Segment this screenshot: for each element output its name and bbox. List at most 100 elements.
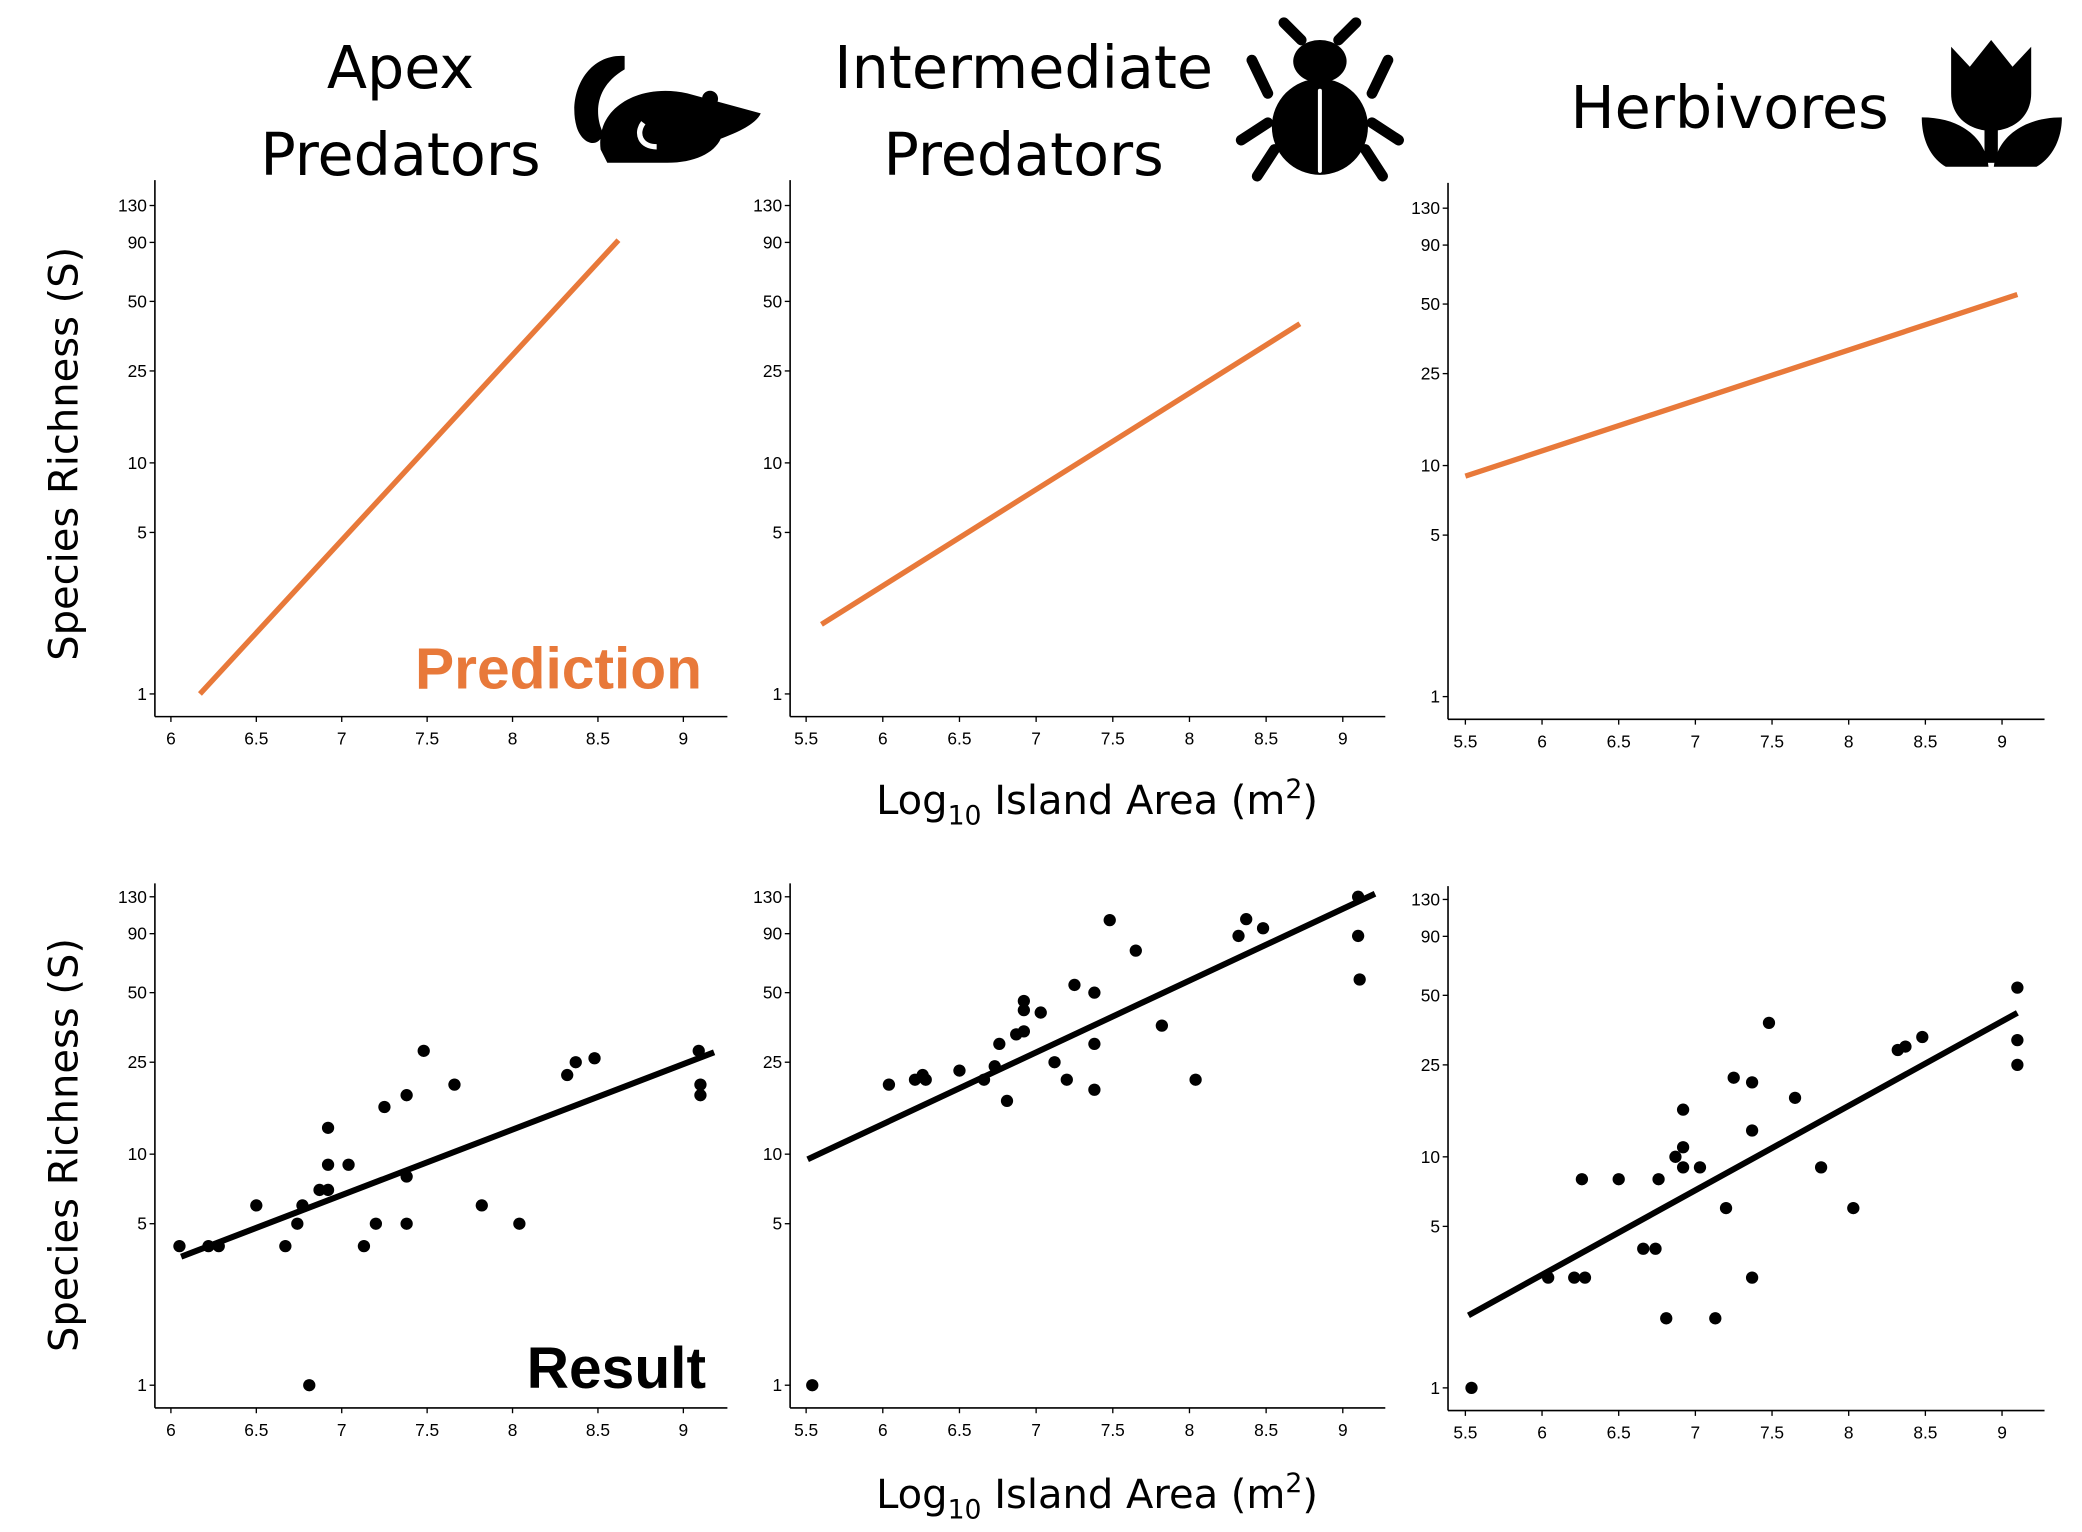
regression-line xyxy=(1466,1010,2019,1318)
data-point xyxy=(1652,1173,1665,1186)
data-point xyxy=(882,1078,896,1091)
y-axis-label-bottom: Species Richness (S) xyxy=(41,938,87,1352)
y-tick-label: 50 xyxy=(763,291,782,311)
x-tick-label: 8.5 xyxy=(1254,729,1278,749)
data-point xyxy=(993,1037,1006,1051)
x-tick-label: 9 xyxy=(679,1420,689,1440)
y-tick-label: 50 xyxy=(128,983,147,1003)
y-tick-label: 130 xyxy=(753,196,782,216)
y-tick-label: 90 xyxy=(763,232,782,252)
x-tick-label: 9 xyxy=(679,729,689,749)
data-point xyxy=(1745,1124,1759,1137)
data-point xyxy=(1814,1161,1828,1174)
data-point xyxy=(977,1073,991,1086)
x-tick-label: 9 xyxy=(1338,1420,1348,1440)
data-point xyxy=(313,1183,326,1197)
x-tick-label: 5.5 xyxy=(1453,1423,1477,1443)
data-point xyxy=(1676,1103,1690,1116)
y-tick-label: 10 xyxy=(128,453,147,473)
data-point xyxy=(588,1052,601,1065)
data-point xyxy=(1676,1161,1690,1174)
data-point xyxy=(1916,1030,1929,1044)
x-tick-label: 6 xyxy=(166,1420,176,1440)
x-tick-label: 6 xyxy=(166,729,176,749)
x-tick-label: 6 xyxy=(878,1420,888,1440)
x-tick-label: 5.5 xyxy=(794,729,818,749)
data-point xyxy=(1103,914,1116,927)
data-point xyxy=(953,1064,966,1077)
x-tick-label: 8.5 xyxy=(586,729,610,749)
regression-line xyxy=(806,891,1377,1163)
x-tick-label: 7.5 xyxy=(1101,1420,1125,1440)
y-tick-label: 10 xyxy=(128,1144,147,1164)
data-point xyxy=(1709,1312,1722,1325)
title-apex-line2: Predators xyxy=(260,121,540,189)
y-tick-label: 90 xyxy=(1421,235,1440,255)
x-tick-label: 7 xyxy=(1691,731,1701,751)
data-point xyxy=(1660,1312,1673,1325)
y-tick-label: 25 xyxy=(763,361,782,381)
x-tick-label: 8 xyxy=(1185,1420,1195,1440)
data-point xyxy=(2011,1058,2024,1072)
y-tick-label: 1 xyxy=(137,684,147,704)
data-point xyxy=(1649,1242,1662,1255)
data-point xyxy=(1669,1150,1682,1163)
panel-5: 1 5 10 25 50 90 130 5.5 6 6.5 7 7.5 8 8.5 9 xyxy=(753,883,1386,1440)
x-tick-label: 6.5 xyxy=(244,1420,268,1440)
data-point xyxy=(1745,1271,1759,1284)
data-point xyxy=(303,1379,316,1392)
data-point xyxy=(1240,913,1253,926)
data-point xyxy=(296,1199,309,1212)
y-tick-label: 5 xyxy=(137,522,147,542)
data-point xyxy=(342,1158,355,1171)
panel-4: 1 5 10 25 50 90 130 6 6.5 7 7.5 8 8.5 9 xyxy=(118,883,728,1440)
data-point xyxy=(1129,944,1142,957)
data-point xyxy=(1155,1019,1169,1032)
y-tick-label: 90 xyxy=(763,924,782,944)
data-point xyxy=(694,1078,707,1091)
data-point xyxy=(173,1239,186,1253)
data-point xyxy=(1676,1141,1690,1154)
data-point xyxy=(1351,929,1365,943)
y-tick-label: 25 xyxy=(1421,364,1440,384)
data-point xyxy=(1088,1083,1101,1096)
data-point xyxy=(1232,929,1245,943)
data-point xyxy=(1847,1201,1860,1215)
title-intermediate-line1: Intermediate xyxy=(834,34,1213,102)
x-tick-label: 6.5 xyxy=(947,729,971,749)
data-point xyxy=(369,1217,383,1230)
data-point xyxy=(1788,1091,1802,1104)
data-point xyxy=(291,1217,304,1230)
data-point xyxy=(1351,890,1365,903)
x-tick-label: 7.5 xyxy=(1760,731,1784,751)
panel-2: 1 5 10 25 50 90 130 5.5 6 6.5 7 7.5 8 8.5 9 xyxy=(753,180,1386,749)
data-point xyxy=(279,1239,292,1253)
x-tick-label: 7.5 xyxy=(1101,729,1125,749)
title-herbivores: Herbivores xyxy=(1571,74,1889,142)
y-tick-label: 50 xyxy=(1421,294,1440,314)
x-tick-label: 9 xyxy=(1997,1423,2007,1443)
prediction-line xyxy=(1464,291,2019,479)
y-tick-label: 50 xyxy=(128,291,147,311)
panel-3: 1 5 10 25 50 90 130 5.5 6 6.5 7 7.5 8 8.5 9 xyxy=(1411,182,2045,751)
y-tick-label: 50 xyxy=(763,983,782,1003)
data-point xyxy=(2011,981,2024,994)
title-apex-line1: Apex xyxy=(327,34,474,102)
data-point xyxy=(417,1044,430,1057)
x-tick-label: 7 xyxy=(337,729,347,749)
data-point xyxy=(1762,1016,1776,1030)
y-tick-label: 5 xyxy=(137,1214,147,1234)
data-point xyxy=(1612,1173,1625,1186)
y-tick-label: 1 xyxy=(1430,687,1440,707)
x-tick-label: 6 xyxy=(1537,731,1547,751)
data-point xyxy=(448,1078,461,1091)
y-tick-label: 130 xyxy=(118,196,147,216)
y-tick-label: 10 xyxy=(763,1144,782,1164)
data-point xyxy=(692,1044,705,1057)
x-tick-label: 7 xyxy=(1691,1423,1701,1443)
data-point xyxy=(250,1199,263,1212)
data-point xyxy=(1034,1006,1047,1019)
x-tick-label: 6 xyxy=(1537,1423,1547,1443)
data-point xyxy=(1693,1161,1707,1174)
y-tick-label: 10 xyxy=(1421,1147,1440,1167)
